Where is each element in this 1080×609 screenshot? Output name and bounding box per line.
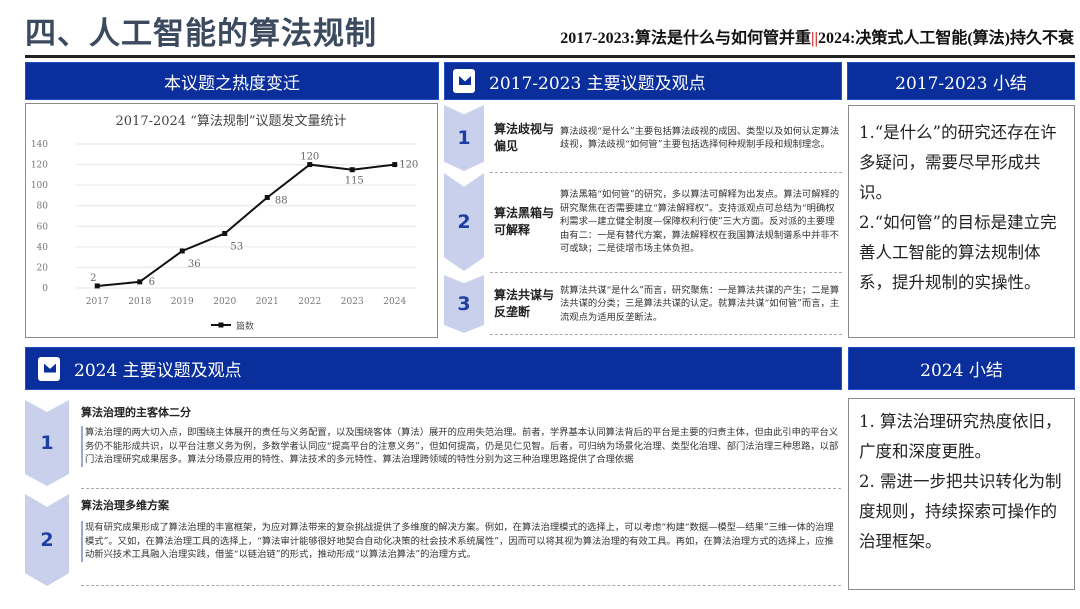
data-point xyxy=(307,162,313,168)
data-label: 6 xyxy=(149,277,155,288)
topic-2024-title: 算法治理多维方案 xyxy=(81,499,169,512)
topic-2017-number: 1 xyxy=(444,105,484,171)
y-tick-label: 120 xyxy=(31,161,48,171)
topics-2024-header: 2024 主要议题及观点 xyxy=(25,347,842,390)
divider xyxy=(490,272,842,273)
data-point xyxy=(222,230,228,236)
page-subtitle: 2017-2023:算法是什么与如何管并重||2024:决策式人工智能(算法)持… xyxy=(560,24,1074,48)
topic-2017-number: 2 xyxy=(444,173,484,271)
summary-2017-point-2: 2.“如何管”的目标是建立完善人工智能的算法规制体系，提升规制的实操性。 xyxy=(859,213,1057,292)
topic-2017-number: 3 xyxy=(444,275,484,333)
legend-label: 篇数 xyxy=(236,320,254,332)
y-tick-label: 60 xyxy=(37,222,49,232)
topics-2017-title: 2017-2023 主要议题及观点 xyxy=(489,73,706,94)
subtitle-2017: 2017-2023:算法是什么与如何管并重 xyxy=(560,30,811,47)
summary-2024-header: 2024 小结 xyxy=(848,347,1075,390)
topic-2024-title: 算法治理的主客体二分 xyxy=(81,406,191,419)
divider xyxy=(490,334,842,335)
topic-2024-number: 2 xyxy=(25,494,69,586)
data-label: 120 xyxy=(300,152,319,163)
data-label: 88 xyxy=(275,195,288,206)
subtitle-2024: 2024:决策式人工智能(算法)持久不衰 xyxy=(818,30,1074,47)
summary-2017-box: 1.“是什么”的研究还存在许多疑问，需要尽早形成共识。 2.“如何管”的目标是建立… xyxy=(848,105,1075,338)
title-divider xyxy=(25,55,1075,58)
topic-2017-label: 算法黑箱与可解释 xyxy=(494,206,555,237)
x-tick-label: 2020 xyxy=(213,297,236,307)
data-point xyxy=(94,283,100,289)
series-line xyxy=(97,163,395,287)
data-point xyxy=(137,279,143,285)
summary-2024-box: 1. 算法治理研究热度依旧，广度和深度更胜。 2. 需进一步把共识转化为制度规则，… xyxy=(848,398,1075,590)
page-title: 四、人工智能的算法规制 xyxy=(25,16,377,52)
topics-2024-title: 2024 主要议题及观点 xyxy=(74,361,242,381)
topic-2017-label: 算法共谋与反垄断 xyxy=(494,288,555,319)
heat-panel-header: 本议题之热度变迁 xyxy=(25,62,439,100)
topic-2017-text: 算法歧视“是什么”主要包括算法歧视的成因、类型以及如何认定算法歧视，算法歧视“如… xyxy=(560,125,840,151)
summary-2017-title: 2017-2023 小结 xyxy=(895,73,1027,94)
data-label: 2 xyxy=(90,273,96,284)
x-tick-label: 2024 xyxy=(383,297,406,307)
y-tick-label: 40 xyxy=(37,243,49,253)
x-tick-label: 2022 xyxy=(298,297,321,307)
topic-2024-item: 算法治理的主客体二分 算法治理的两大切入点，即围绕主体展开的责任与义务配置，以及… xyxy=(81,404,841,467)
summary-2024-point-2: 2. 需进一步把共识转化为制度规则，持续探索可操作的治理框架。 xyxy=(859,472,1062,551)
topics-2017-list: 1 算法歧视与偏见 算法歧视“是什么”主要包括算法歧视的成因、类型以及如何认定算… xyxy=(444,103,842,338)
data-point xyxy=(264,194,270,200)
summary-2017-point-1: 1.“是什么”的研究还存在许多疑问，需要尽早形成共识。 xyxy=(859,123,1057,202)
x-tick-label: 2018 xyxy=(128,297,151,307)
data-label: 36 xyxy=(188,259,201,270)
document-mail-icon xyxy=(453,69,475,93)
data-label: 120 xyxy=(399,160,418,171)
topic-2017-text: 就算法共谋“是什么”而言，研究聚焦：一是算法共谋的产生；二是算法共谋的分类；三是… xyxy=(560,284,840,323)
chart-box: 2017-2024 “算法规制”议题发文量统计 0 20 40 60 80 100 120 14… xyxy=(25,103,438,338)
summary-2024-title: 2024 小结 xyxy=(920,361,1003,381)
topic-2024-text: 现有研究成果形成了算法治理的丰富框架，为应对算法带来的复杂挑战提供了多维度的解决… xyxy=(81,521,841,562)
topic-2017-label: 算法歧视与偏见 xyxy=(494,122,555,153)
divider xyxy=(81,585,841,586)
document-mail-icon xyxy=(38,356,60,381)
x-tick-label: 2023 xyxy=(341,297,364,307)
data-point xyxy=(349,167,355,173)
topic-2024-item: 算法治理多维方案 现有研究成果形成了算法治理的丰富框架，为应对算法带来的复杂挑战… xyxy=(81,497,841,562)
data-label: 53 xyxy=(230,241,243,252)
y-tick-label: 80 xyxy=(37,202,49,212)
y-tick-label: 140 xyxy=(31,140,48,150)
y-tick-label: 0 xyxy=(42,284,48,294)
data-point xyxy=(392,162,398,168)
summary-2017-header: 2017-2023 小结 xyxy=(847,62,1075,100)
x-tick-label: 2019 xyxy=(171,297,194,307)
line-chart: 2017-2024 “算法规制”议题发文量统计 0 20 40 60 80 100 120 14… xyxy=(31,113,418,332)
topic-2024-number: 1 xyxy=(25,400,69,486)
topic-2017-text: 算法黑箱“如何管”的研究，多以算法可解释为出发点。算法可解释的研究聚焦在否需要建… xyxy=(560,189,840,255)
data-point xyxy=(179,248,185,254)
chart-title: 2017-2024 “算法规制”议题发文量统计 xyxy=(116,113,347,129)
data-label: 115 xyxy=(345,176,364,187)
summary-2024-point-1: 1. 算法治理研究热度依旧，广度和深度更胜。 xyxy=(859,412,1062,461)
topics-2017-header: 2017-2023 主要议题及观点 xyxy=(444,62,842,100)
y-tick-label: 100 xyxy=(31,181,48,191)
divider xyxy=(81,488,841,489)
heat-panel-title: 本议题之热度变迁 xyxy=(164,73,300,94)
y-tick-label: 20 xyxy=(37,263,49,273)
subtitle-separator: || xyxy=(810,30,818,47)
x-tick-label: 2017 xyxy=(86,297,109,307)
topics-2024-list: 1 算法治理的主客体二分 算法治理的两大切入点，即围绕主体展开的责任与义务配置，… xyxy=(25,398,842,588)
legend-marker xyxy=(218,322,224,328)
divider xyxy=(490,172,842,173)
topic-2024-text: 算法治理的两大切入点，即围绕主体展开的责任与义务配置，以及围绕客体（算法）展开的… xyxy=(81,426,841,467)
x-tick-label: 2021 xyxy=(256,297,279,307)
